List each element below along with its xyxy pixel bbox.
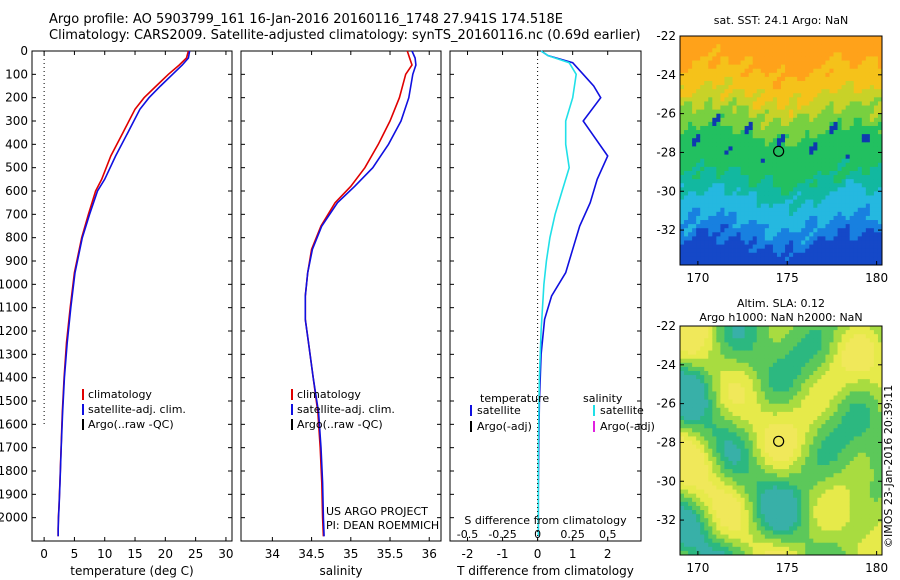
salinity-xtick-label: 35 <box>343 547 358 561</box>
salinity-legend-entry: Argo(..raw -QC) <box>297 418 383 431</box>
temperature-xtick-label: 0 <box>40 547 48 561</box>
sst-map-xtick-label: 180 <box>865 271 888 285</box>
salinity-xtick-label: 36 <box>422 547 437 561</box>
sla-map-ytick-label: -26 <box>656 397 676 411</box>
salinity-plot-frame <box>240 50 442 542</box>
depth-tick-label: 200 <box>5 91 28 105</box>
salinity-series-1-line <box>304 50 417 537</box>
sla-map-ytick-label: -30 <box>656 474 676 488</box>
depth-tick-label: 1300 <box>0 347 28 361</box>
copyright-text: ©IMOS 23-Jan-2016 20:39:11 <box>882 384 895 548</box>
salinity-legend-entry: climatology <box>297 388 361 401</box>
temperature-xtick-label: 25 <box>188 547 203 561</box>
salinity-annotation: PI: DEAN ROEMMICH <box>326 519 439 532</box>
temperature-legend-entry: Argo(..raw -QC) <box>88 418 174 431</box>
depth-tick-label: 1100 <box>0 301 28 315</box>
temperature-series-1-line <box>57 50 191 537</box>
figure-subtitle: Climatology: CARS2009. Satellite-adjuste… <box>49 28 641 43</box>
difference-xtick-label: 1 <box>569 547 577 561</box>
sla-map-frame <box>679 325 883 556</box>
difference-xlabel: T difference from climatology <box>456 564 634 578</box>
depth-tick-label: 700 <box>5 207 28 221</box>
depth-tick-label: 1600 <box>0 417 28 431</box>
difference-top-xlabel: S difference from climatology <box>464 514 627 527</box>
temperature-xtick-label: 20 <box>158 547 173 561</box>
sst-map-title: sat. SST: 24.1 Argo: NaN <box>714 14 848 27</box>
difference-xtick-label: 0 <box>534 547 542 561</box>
figure-title: Argo profile: AO 5903799_161 16-Jan-2016… <box>49 12 563 27</box>
difference-plot-frame <box>449 50 642 542</box>
depth-tick-label: 1200 <box>0 324 28 338</box>
sst-map-argo-marker <box>773 145 785 157</box>
depth-tick-label: 400 <box>5 137 28 151</box>
sst-map-ytick-label: -30 <box>656 184 676 198</box>
depth-tick-label: 2000 <box>0 511 28 525</box>
temperature-xtick-label: 15 <box>127 547 142 561</box>
salinity-annotation: US ARGO PROJECT <box>326 505 428 518</box>
difference-xtick-label: -2 <box>462 547 474 561</box>
difference-s-tick-label: -0.25 <box>488 528 516 541</box>
sst-map-xtick-label: 170 <box>686 271 709 285</box>
sst-map-ytick-label: -28 <box>656 145 676 159</box>
sla-map-xtick-label: 180 <box>865 561 888 575</box>
depth-tick-label: 1000 <box>0 277 28 291</box>
depth-tick-label: 0 <box>20 44 28 58</box>
difference-legend-sal-header: salinity <box>583 392 623 405</box>
depth-tick-label: 1800 <box>0 464 28 478</box>
sla-map-subtitle: Argo h1000: NaN h2000: NaN <box>699 311 862 324</box>
sst-map-ytick-label: -26 <box>656 107 676 121</box>
difference-legend-entry: Argo(-adj) <box>600 420 655 433</box>
depth-tick-label: 1700 <box>0 441 28 455</box>
sla-map-ytick-label: -24 <box>656 358 676 372</box>
depth-tick-label: 800 <box>5 231 28 245</box>
temperature-xtick-label: 5 <box>71 547 79 561</box>
depth-tick-label: 1900 <box>0 487 28 501</box>
temperature-legend-entry: climatology <box>88 388 152 401</box>
depth-tick-label: 500 <box>5 161 28 175</box>
difference-s-tick-label: -0.5 <box>457 528 478 541</box>
temperature-plot-frame <box>31 50 233 542</box>
sst-map-ytick-label: -22 <box>656 29 676 43</box>
sla-map-field <box>680 326 883 556</box>
sla-map-title: Altim. SLA: 0.12 <box>737 297 825 310</box>
temperature-legend-entry: satellite-adj. clim. <box>88 403 186 416</box>
sst-map-xtick-label: 175 <box>776 271 799 285</box>
temperature-xlabel: temperature (deg C) <box>70 564 193 578</box>
temperature-xtick-label: 10 <box>97 547 112 561</box>
sla-map-ytick-label: -32 <box>656 513 676 527</box>
depth-tick-label: 1500 <box>0 394 28 408</box>
depth-tick-label: 300 <box>5 114 28 128</box>
temperature-xtick-label: 30 <box>218 547 233 561</box>
sst-map-field <box>680 36 883 266</box>
difference-s-tick-label: 0.5 <box>599 528 617 541</box>
depth-tick-label: 100 <box>5 67 28 81</box>
difference-s-tick-label: 0.25 <box>560 528 585 541</box>
depth-tick-label: 1400 <box>0 371 28 385</box>
salinity-xtick-label: 34 <box>265 547 280 561</box>
salinity-xlabel: salinity <box>319 564 362 578</box>
sla-map-argo-marker <box>773 435 785 447</box>
sla-map-xtick-label: 170 <box>686 561 709 575</box>
sla-map-ytick-label: -22 <box>656 319 676 333</box>
difference-xtick-label: -1 <box>497 547 509 561</box>
difference-legend-entry: satellite <box>477 404 521 417</box>
salinity-legend-entry: satellite-adj. clim. <box>297 403 395 416</box>
salinity-xtick-label: 34.5 <box>298 547 325 561</box>
difference-series-1-line <box>537 50 578 537</box>
sst-map-frame <box>679 35 883 266</box>
difference-xtick-label: 2 <box>604 547 612 561</box>
difference-legend-entry: satellite <box>600 404 644 417</box>
difference-s-tick-label: 0 <box>534 528 541 541</box>
difference-legend-entry: Argo(-adj) <box>477 420 532 433</box>
sla-map-ytick-label: -28 <box>656 435 676 449</box>
difference-legend-temp-header: temperature <box>480 392 549 405</box>
salinity-xtick-label: 35.5 <box>377 547 404 561</box>
sst-map-ytick-label: -32 <box>656 223 676 237</box>
depth-tick-label: 900 <box>5 254 28 268</box>
depth-tick-label: 600 <box>5 184 28 198</box>
sla-map-xtick-label: 175 <box>776 561 799 575</box>
sst-map-ytick-label: -24 <box>656 68 676 82</box>
